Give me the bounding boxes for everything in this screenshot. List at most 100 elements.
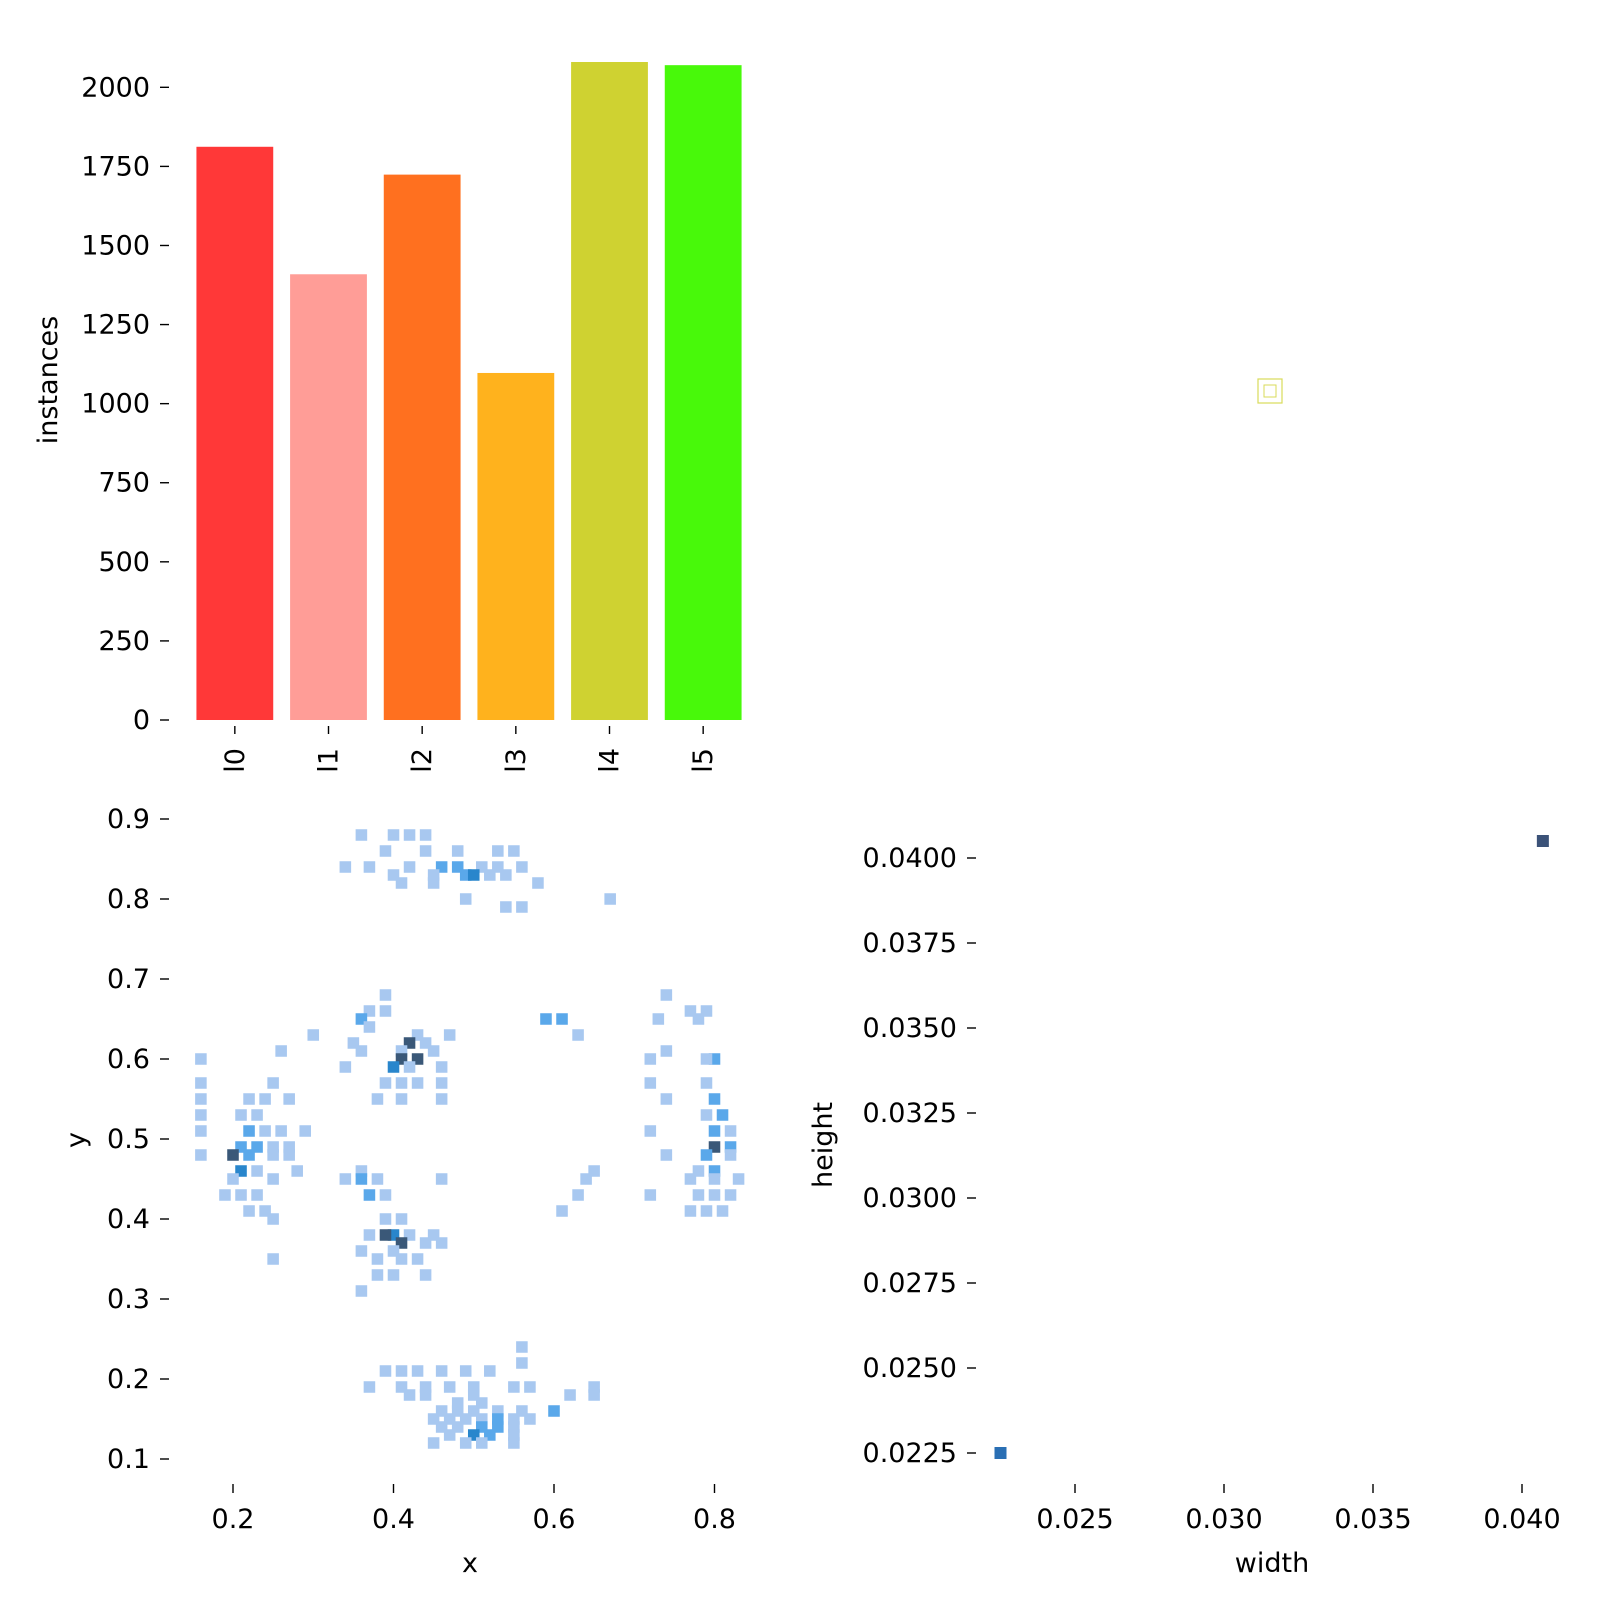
heatmap-cell xyxy=(708,1053,721,1065)
heatmap-cell xyxy=(516,1357,528,1369)
heatmap-cell xyxy=(355,1013,368,1025)
heatmap-cell xyxy=(459,1437,472,1449)
y-tick-label: 0.6 xyxy=(107,1044,150,1075)
heatmap-cell xyxy=(251,1141,263,1153)
heatmap-cell xyxy=(387,1061,400,1073)
heatmap-cell xyxy=(708,1165,721,1177)
heatmap-cell xyxy=(363,861,376,873)
heatmap-cell xyxy=(251,1189,263,1201)
heatmap-cell xyxy=(451,861,464,873)
heatmap-cell xyxy=(475,1421,488,1433)
heatmap-cell xyxy=(435,1061,448,1073)
heatmap-cell xyxy=(259,1125,271,1137)
heatmap-cell xyxy=(235,1165,247,1177)
bar-l2 xyxy=(383,174,461,720)
bar-l3 xyxy=(477,372,555,720)
heatmap-cell xyxy=(724,1149,737,1161)
heatmap-cell xyxy=(355,829,368,841)
heatmap-cell xyxy=(467,1389,480,1401)
x-tick-label: l0 xyxy=(220,748,251,773)
heatmap-cell xyxy=(524,1381,536,1393)
heatmap-cell xyxy=(435,1093,448,1105)
heatmap-cell xyxy=(459,1365,472,1377)
heatmap-cell xyxy=(235,1109,247,1121)
heatmap-cell xyxy=(508,1421,520,1433)
heatmap-cell xyxy=(708,1125,721,1137)
y-tick-label: 1250 xyxy=(81,310,150,341)
heatmap-cell xyxy=(684,1005,697,1017)
heatmap-cell xyxy=(267,1141,279,1153)
bar-l0 xyxy=(196,146,274,720)
y-tick-label: 2000 xyxy=(81,72,150,103)
y-tick-label: 0.1 xyxy=(107,1444,150,1475)
heatmap-cell xyxy=(451,1421,464,1433)
heatmap-cell xyxy=(243,1149,255,1161)
heatmap-cell xyxy=(459,893,472,905)
heatmap-cell xyxy=(427,1229,440,1241)
y-tick-label: 0.0375 xyxy=(863,928,957,959)
x-tick-label: l4 xyxy=(595,748,626,773)
heatmap-cell xyxy=(692,1013,705,1025)
heatmap-cell xyxy=(195,1077,207,1089)
heatmap-cell xyxy=(395,1213,408,1225)
heatmap-cell xyxy=(708,1189,721,1201)
heatmap-cell xyxy=(355,1165,368,1177)
heatmap-cell xyxy=(475,1437,488,1449)
instances-bar-chart: l0 l1 l2 l3 l4 l5 0 250 500 750 1000 1250 1500 1750 20… xyxy=(33,62,742,773)
heatmap-cell xyxy=(516,901,528,913)
heatmap-cell xyxy=(700,1109,713,1121)
heatmap-cell xyxy=(700,1005,713,1017)
heatmap-cell xyxy=(227,1173,239,1185)
heatmap-cell xyxy=(411,1077,424,1089)
y-tick-label: 0.0300 xyxy=(863,1183,957,1214)
heatmap-cell xyxy=(604,893,616,905)
heatmap-cell xyxy=(435,1173,448,1185)
heatmap-cell xyxy=(508,1413,520,1425)
heatmap-cell xyxy=(435,1237,448,1249)
x-tick-label: 0.8 xyxy=(693,1504,736,1535)
heatmap-cell xyxy=(467,869,480,881)
heatmap-cell xyxy=(451,1405,464,1417)
y-tick-label: 1500 xyxy=(81,230,150,261)
heatmap-cell xyxy=(708,1173,721,1185)
heatmap-cell xyxy=(692,1189,705,1201)
heatmap-cell xyxy=(387,1229,400,1241)
heatmap-cell xyxy=(451,845,464,857)
xy-heatmap: 0.2 0.4 0.6 0.8 0.1 0.2 0.3 0.4 0.5 0.6 0.7 0.8 0.9 x… xyxy=(61,804,745,1579)
heatmap-cell xyxy=(267,1253,279,1265)
y-tick-label: 1750 xyxy=(81,151,150,182)
heatmap-cell xyxy=(708,1141,721,1153)
heatmap-cell xyxy=(267,1077,279,1089)
heatmap-cell xyxy=(660,1045,673,1057)
heatmap-cell xyxy=(363,1381,376,1393)
heatmap-cell xyxy=(732,1173,745,1185)
heatmap-cell xyxy=(339,1061,352,1073)
y-axis-label: y xyxy=(61,1132,92,1148)
heatmap-cell xyxy=(484,1365,496,1377)
heatmap-cell xyxy=(724,1189,737,1201)
y-tick-label: 0.7 xyxy=(107,964,150,995)
heatmap-cell xyxy=(411,1029,424,1041)
heatmap-cell xyxy=(419,1269,432,1281)
heatmap-cell xyxy=(243,1205,255,1217)
heatmap-cell xyxy=(716,1109,729,1121)
heatmap-cell xyxy=(267,1149,279,1161)
x-axis-label: x xyxy=(462,1548,478,1579)
heatmap-cell xyxy=(291,1165,303,1177)
heatmap-cell xyxy=(387,829,400,841)
heatmap-cell xyxy=(195,1125,207,1137)
y-axis-label: height xyxy=(808,1102,839,1188)
heatmap-cell xyxy=(243,1093,255,1105)
heatmap-cell xyxy=(307,1029,320,1041)
heatmap-cell xyxy=(435,1405,448,1417)
heatmap-cell xyxy=(411,1253,424,1265)
heatmap-cell xyxy=(251,1109,263,1121)
heatmap-cell xyxy=(588,1381,600,1393)
heatmap-cell xyxy=(524,1413,536,1425)
heatmap-cell xyxy=(716,1205,729,1217)
heatmap-cell xyxy=(644,1189,657,1201)
heatmap-cell xyxy=(700,1077,713,1089)
heatmap-cell xyxy=(532,877,544,889)
heatmap-cell xyxy=(339,1173,352,1185)
heatmap-cell xyxy=(443,1429,456,1441)
